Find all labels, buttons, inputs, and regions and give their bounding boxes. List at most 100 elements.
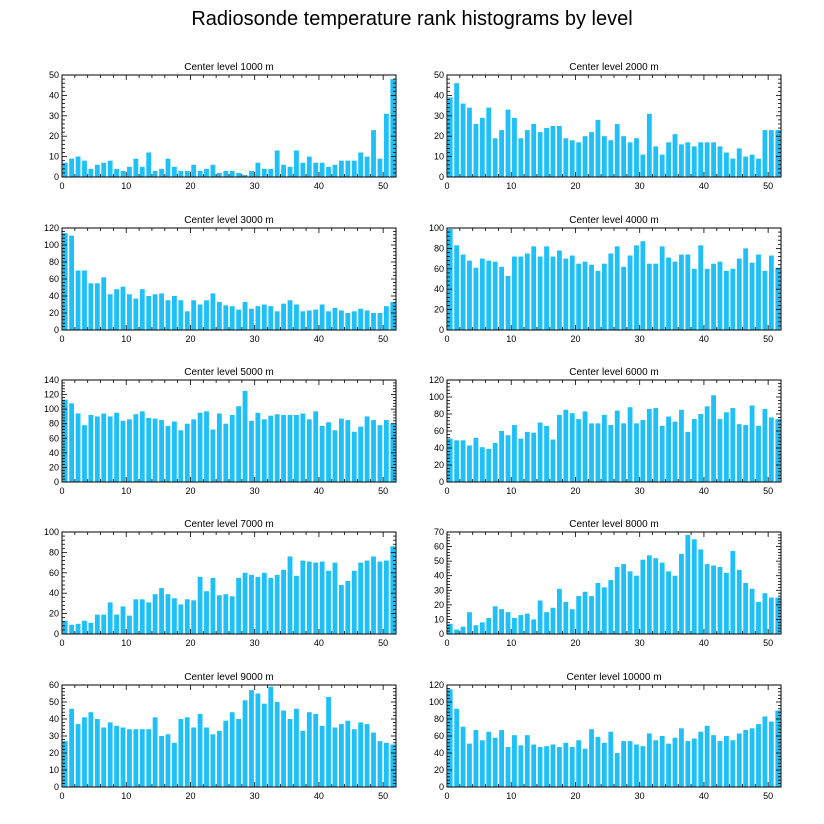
histogram-bar <box>723 572 729 634</box>
histogram-bar <box>563 601 569 634</box>
histogram-bar <box>390 744 396 787</box>
histogram-bar <box>377 158 383 177</box>
histogram-bar <box>152 170 158 177</box>
y-tick-label: 30 <box>49 731 59 741</box>
histogram-bar <box>88 712 94 787</box>
histogram-bar <box>762 593 768 634</box>
panel-title: Center level 5000 m <box>184 367 274 378</box>
x-tick-label: 40 <box>699 486 709 496</box>
histogram-bar <box>223 423 229 482</box>
y-tick-label: 120 <box>429 375 444 385</box>
x-tick-label: 20 <box>570 181 580 191</box>
histogram-bar <box>377 741 383 787</box>
histogram-bar <box>711 395 716 482</box>
histogram-bar <box>184 599 190 634</box>
histogram-bar <box>249 420 254 482</box>
histogram-bar <box>659 736 665 787</box>
histogram-bar <box>634 138 639 177</box>
histogram-bar <box>152 418 158 482</box>
histogram-bar <box>165 300 171 330</box>
histogram-bar <box>698 142 704 177</box>
x-tick-label: 0 <box>444 486 449 496</box>
histogram-bar <box>171 598 177 634</box>
histogram-bar <box>775 597 781 634</box>
histogram-panel: Center level 3000 m 0 10 20 30 40 50 0 20 40 60 80 1… <box>44 215 397 344</box>
histogram-bar <box>114 168 119 177</box>
histogram-bar <box>249 170 254 177</box>
y-tick-label: 20 <box>49 609 59 619</box>
histogram-bar <box>460 726 466 787</box>
histogram-bar <box>460 103 466 177</box>
histogram-bar <box>249 574 254 634</box>
histogram-bar <box>197 576 203 634</box>
histogram-bar <box>576 263 582 330</box>
histogram-bar <box>371 420 376 482</box>
histogram-bar <box>171 296 177 330</box>
y-tick-label: 60 <box>49 274 59 284</box>
histogram-bar <box>524 130 530 177</box>
y-tick-label: 0 <box>54 325 59 335</box>
histogram-bar <box>133 729 139 787</box>
x-tick-label: 0 <box>59 638 64 648</box>
y-tick-label: 60 <box>49 568 59 578</box>
histogram-bar <box>281 710 286 787</box>
x-tick-label: 50 <box>378 486 388 496</box>
histogram-bar <box>287 719 293 787</box>
histogram-bar <box>371 130 376 177</box>
histogram-bar <box>332 562 338 634</box>
histogram-bar <box>646 555 652 634</box>
histogram-bar <box>358 426 364 482</box>
histogram-bar <box>756 601 761 634</box>
histogram-bar <box>621 564 627 634</box>
histogram-bar <box>338 310 344 330</box>
x-tick-label: 50 <box>763 791 773 801</box>
histogram-bar <box>326 166 331 177</box>
histogram-bar <box>178 170 184 177</box>
histogram-bar <box>120 606 126 634</box>
histogram-bar <box>364 560 370 634</box>
histogram-bar <box>582 748 588 787</box>
histogram-bar <box>216 172 222 177</box>
histogram-bar <box>479 740 485 787</box>
y-tick-label: 20 <box>49 308 59 318</box>
histogram-bar <box>621 423 627 482</box>
histogram-bar <box>691 146 697 177</box>
histogram-bar <box>204 411 209 482</box>
histogram-panel: Center level 2000 m 0 10 20 30 40 50 0 10 20 30 40 5… <box>434 62 782 191</box>
histogram-bar <box>499 609 504 634</box>
histogram-bar <box>730 268 736 330</box>
histogram-bar <box>319 162 325 177</box>
y-tick-label: 100 <box>429 223 444 233</box>
histogram-bar <box>133 158 139 177</box>
histogram-bar <box>698 731 704 787</box>
y-tick-label: 20 <box>434 131 444 141</box>
histogram-bar <box>569 140 575 177</box>
histogram-bar <box>274 311 280 330</box>
histogram-bar <box>531 432 537 482</box>
histogram-bar <box>672 737 678 787</box>
histogram-bar <box>94 416 100 482</box>
histogram-bar <box>556 126 562 177</box>
histogram-bar <box>640 241 646 330</box>
histogram-bar <box>659 562 665 634</box>
histogram-bar <box>679 728 684 787</box>
x-tick-label: 20 <box>185 638 195 648</box>
histogram-bar <box>768 255 774 330</box>
histogram-bar <box>107 416 113 482</box>
y-tick-label: 100 <box>44 240 59 250</box>
histogram-bar <box>589 423 594 482</box>
x-tick-label: 0 <box>444 181 449 191</box>
y-tick-label: 120 <box>44 223 59 233</box>
histogram-bar <box>139 289 145 330</box>
histogram-bar <box>127 615 132 634</box>
histogram-bar <box>454 629 460 634</box>
histogram-bar <box>454 708 460 787</box>
histogram-bar <box>537 747 543 787</box>
histogram-bar <box>268 306 274 330</box>
histogram-bar <box>216 595 222 634</box>
histogram-bar <box>537 600 543 634</box>
histogram-bar <box>601 263 607 330</box>
histogram-bar <box>544 128 549 177</box>
y-tick-label: 40 <box>49 588 59 598</box>
